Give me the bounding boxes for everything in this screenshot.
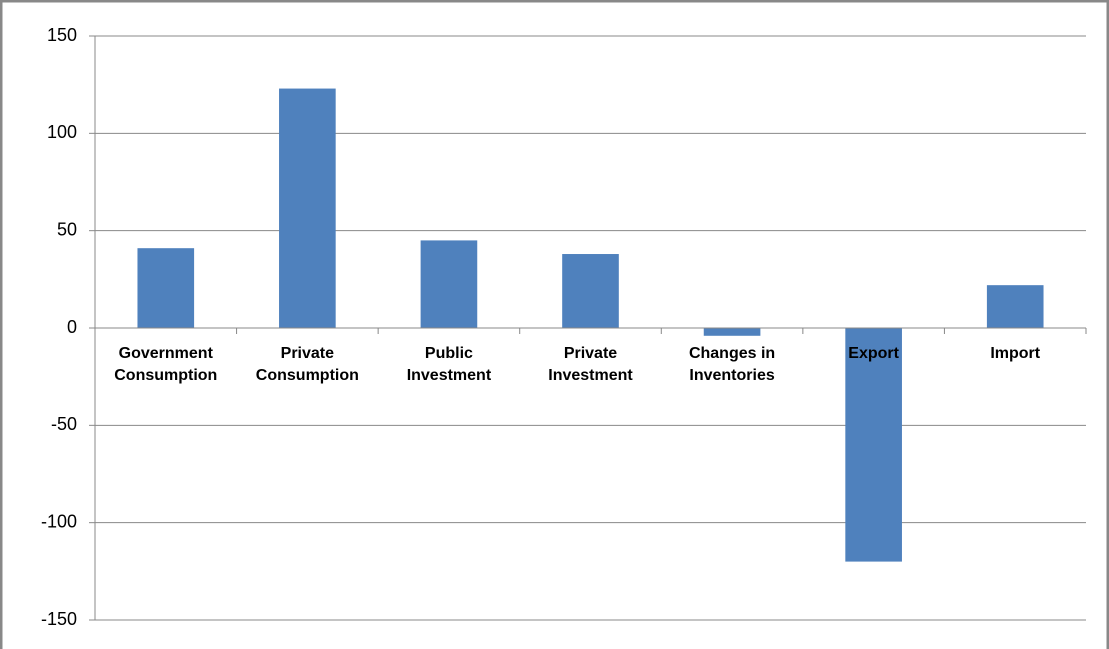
x-tick-label: Government Consumption (114, 345, 218, 384)
y-tick-label: 100 (47, 122, 77, 142)
y-tick-label: -150 (41, 609, 77, 629)
y-tick-label: -100 (41, 511, 77, 531)
y-tick-label: 150 (47, 25, 77, 45)
bar (137, 248, 195, 328)
bar (562, 254, 619, 328)
x-tick-label: Changes in Inventories (688, 345, 776, 384)
bar (703, 328, 761, 336)
x-tick-label: Private Investment (548, 345, 633, 384)
bar (420, 240, 478, 328)
y-tick-label: -50 (51, 414, 77, 434)
x-tick-label: Private Consumption (255, 345, 359, 384)
bar (279, 88, 336, 328)
bar (986, 285, 1044, 328)
y-tick-label: 0 (67, 317, 77, 337)
bar (845, 328, 902, 562)
y-tick-label: 50 (57, 219, 77, 239)
x-tick-label: Import (990, 345, 1041, 362)
x-tick-label: Export (848, 345, 899, 362)
x-tick-label: Public Investment (406, 345, 492, 384)
